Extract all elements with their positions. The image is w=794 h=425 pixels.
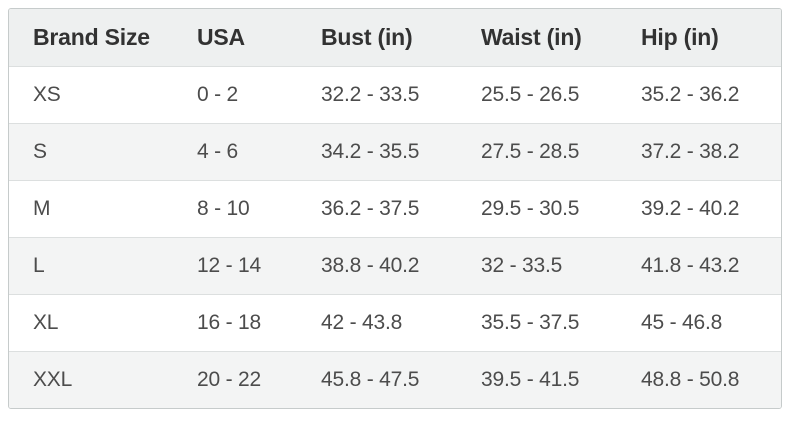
size-chart-table: Brand Size USA Bust (in) Waist (in) Hip … [9, 9, 781, 408]
column-header-usa: USA [173, 9, 297, 67]
cell-hip-range: 45 - 46.8 [641, 311, 723, 334]
cell-usa-range: 12 - 14 [197, 254, 261, 277]
cell-waist-range: 39.5 - 41.5 [481, 368, 580, 391]
cell-waist-range: 29.5 - 30.5 [481, 197, 580, 220]
cell-hip-range: 39.2 - 40.2 [641, 197, 740, 220]
cell-waist-range: 35.5 - 37.5 [481, 311, 580, 334]
cell-size-label: L [33, 254, 45, 277]
cell-size-label: XS [33, 83, 61, 106]
cell-usa-range: 20 - 22 [197, 368, 261, 391]
cell-size-label: XXL [33, 368, 73, 391]
column-header-brand-size: Brand Size [9, 9, 173, 67]
cell-hip-range: 37.2 - 38.2 [641, 140, 740, 163]
column-header-hip: Hip (in) [617, 9, 781, 67]
size-chart-table-container: Brand Size USA Bust (in) Waist (in) Hip … [8, 8, 782, 409]
cell-usa-range: 8 - 10 [197, 197, 250, 220]
column-header-bust: Bust (in) [297, 9, 457, 67]
table-row-m: M 8 - 10 36.2 - 37.5 29.5 - 30.5 39.2 - … [9, 180, 781, 238]
cell-bust-range: 34.2 - 35.5 [321, 140, 420, 163]
cell-hip-range: 41.8 - 43.2 [641, 254, 740, 277]
cell-bust-range: 32.2 - 33.5 [321, 83, 420, 106]
cell-waist-range: 32 - 33.5 [481, 254, 563, 277]
cell-size-label: S [33, 140, 47, 163]
cell-size-label: M [33, 197, 51, 220]
column-header-waist: Waist (in) [457, 9, 617, 67]
table-row-xl: XL 16 - 18 42 - 43.8 35.5 - 37.5 45 - 46… [9, 294, 781, 352]
header-row: Brand Size USA Bust (in) Waist (in) Hip … [9, 9, 781, 67]
cell-usa-range: 4 - 6 [197, 140, 239, 163]
cell-bust-range: 45.8 - 47.5 [321, 368, 420, 391]
cell-bust-range: 38.8 - 40.2 [321, 254, 420, 277]
cell-hip-range: 48.8 - 50.8 [641, 368, 740, 391]
cell-waist-range: 27.5 - 28.5 [481, 140, 580, 163]
table-row-l: L 12 - 14 38.8 - 40.2 32 - 33.5 41.8 - 4… [9, 237, 781, 295]
table-row-s: S 4 - 6 34.2 - 35.5 27.5 - 28.5 37.2 - 3… [9, 123, 781, 181]
table-row-xs: XS 0 - 2 32.2 - 33.5 25.5 - 26.5 35.2 - … [9, 66, 781, 124]
cell-waist-range: 25.5 - 26.5 [481, 83, 580, 106]
cell-usa-range: 0 - 2 [197, 83, 239, 106]
table-row-xxl: XXL 20 - 22 45.8 - 47.5 39.5 - 41.5 48.8… [9, 351, 781, 408]
cell-usa-range: 16 - 18 [197, 311, 261, 334]
cell-size-label: XL [33, 311, 59, 334]
cell-bust-range: 36.2 - 37.5 [321, 197, 420, 220]
cell-hip-range: 35.2 - 36.2 [641, 83, 740, 106]
cell-bust-range: 42 - 43.8 [321, 311, 403, 334]
